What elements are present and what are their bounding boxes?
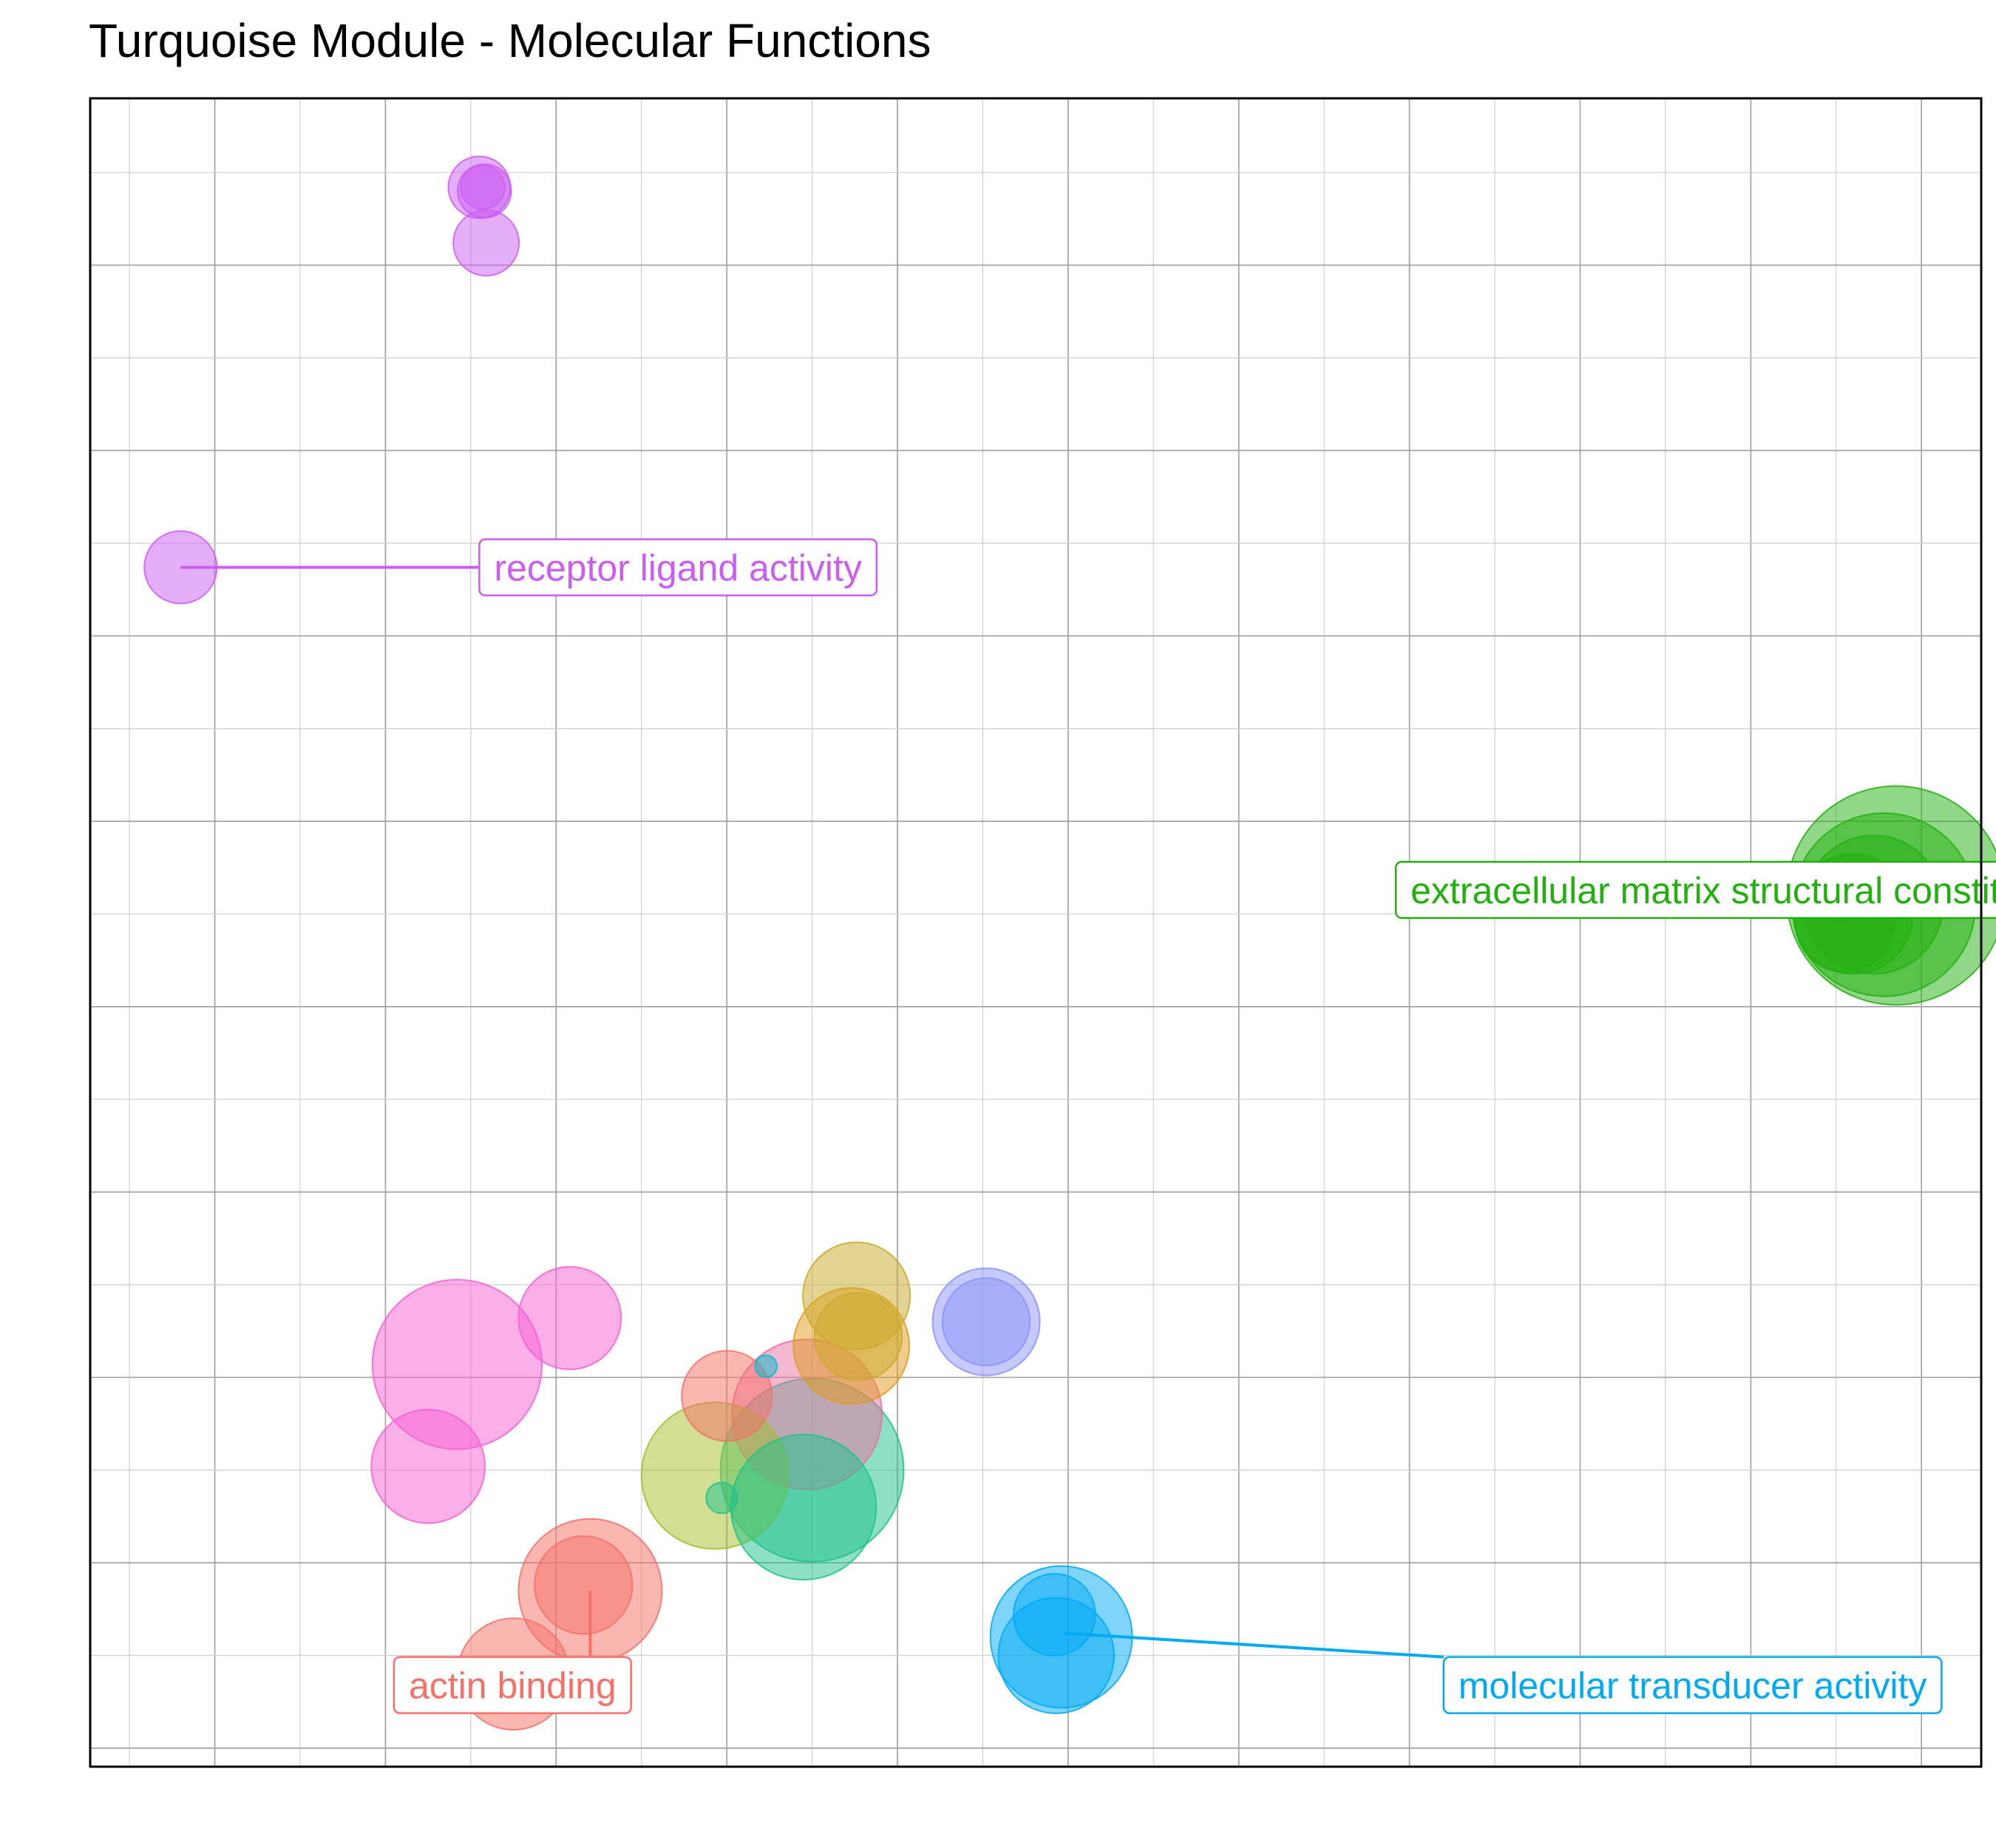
- annotation-leader: [1065, 1631, 1444, 1659]
- point-pink: [370, 1408, 486, 1524]
- annotation-text: receptor ligand activity: [494, 547, 861, 588]
- grid-lines: [90, 98, 1981, 1767]
- plot-panel-border: [89, 97, 1983, 1768]
- point-cyan: [754, 1354, 778, 1379]
- annotation-label: receptor ligand activity: [180, 538, 878, 597]
- point-transducer: [1013, 1572, 1096, 1657]
- point-actin: [534, 1535, 634, 1635]
- point-teal: [730, 1433, 878, 1581]
- point-actin: [681, 1350, 773, 1442]
- annotation-box: [478, 538, 878, 597]
- annotation-text: actin binding: [409, 1665, 617, 1707]
- point-receptor: [460, 164, 506, 210]
- data-labels: receptor ligand activity extracellular ma…: [180, 538, 1996, 1714]
- annotation-box: [393, 1656, 632, 1714]
- annotation-label: actin binding: [393, 1590, 632, 1714]
- annotation-text: extracellular matrix structural constitu…: [1411, 870, 1996, 911]
- annotation-label: molecular transducer activity: [1065, 1631, 1943, 1714]
- annotation-label: extracellular matrix structural constitu…: [1394, 860, 1996, 920]
- annotation-box: [1394, 860, 1996, 920]
- point-pink: [517, 1266, 622, 1370]
- point-teal: [705, 1481, 739, 1515]
- point-lavender: [941, 1277, 1031, 1367]
- point-gold: [813, 1291, 903, 1382]
- annotation-box: [1442, 1656, 1943, 1714]
- chart-title: Turquoise Module - Molecular Functions: [89, 14, 931, 67]
- annotation-text: molecular transducer activity: [1459, 1665, 1927, 1707]
- point-receptor: [452, 209, 520, 277]
- data-points: [143, 155, 1996, 1731]
